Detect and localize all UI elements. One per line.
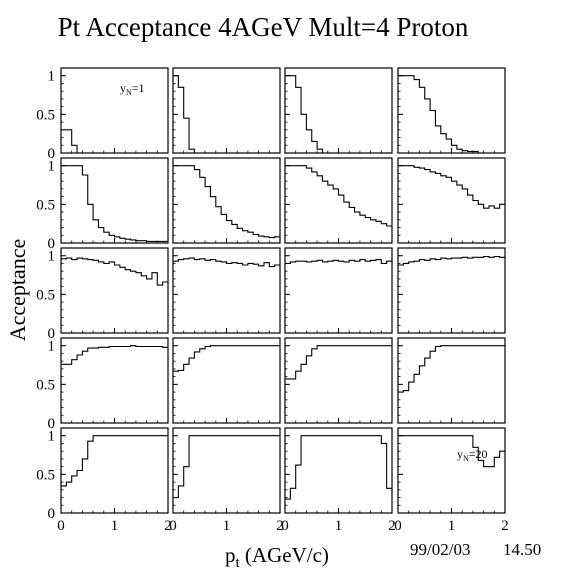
panel-9: 00.51 bbox=[36, 247, 169, 342]
panel-19: 0 1 2 bbox=[281, 427, 396, 534]
panel-frame bbox=[172, 337, 281, 424]
histogram-line bbox=[285, 259, 392, 264]
histogram-line bbox=[61, 165, 168, 242]
y-axis-label: Acceptance bbox=[5, 239, 30, 342]
histogram-line bbox=[398, 165, 505, 209]
histogram-line bbox=[173, 345, 280, 372]
x-tick-label: 1 bbox=[335, 518, 343, 534]
x-axis-label-main: p bbox=[225, 543, 236, 567]
y-tick-label: 0 bbox=[48, 416, 56, 432]
panel-frame bbox=[172, 247, 281, 334]
x-axis-label-rest: (AGeV/c) bbox=[240, 543, 329, 567]
panel-frame bbox=[60, 67, 169, 154]
x-tick-label: 1 bbox=[223, 518, 231, 534]
panel-frame bbox=[60, 337, 169, 424]
histogram-line bbox=[173, 75, 280, 154]
y-tick-label: 0.5 bbox=[36, 467, 55, 483]
x-tick-label: 0 bbox=[394, 518, 402, 534]
histogram-line bbox=[285, 165, 392, 227]
y-tick-label: 0 bbox=[48, 236, 56, 252]
histogram-line bbox=[173, 165, 280, 239]
annotation-sub: N bbox=[463, 454, 469, 463]
panel-frame bbox=[397, 157, 506, 244]
annotation-sub: N bbox=[126, 88, 132, 97]
histogram-line bbox=[61, 257, 168, 286]
chart-title: Pt Acceptance 4AGeV Mult=4 Proton bbox=[58, 12, 469, 42]
histogram-line bbox=[398, 345, 505, 393]
histogram-line bbox=[285, 345, 392, 380]
annotation-rest: =20 bbox=[469, 447, 488, 461]
histogram-line bbox=[398, 255, 505, 266]
histogram-line bbox=[173, 435, 280, 499]
y-tick-label: 1 bbox=[48, 159, 56, 175]
y-tick-label: 1 bbox=[48, 249, 56, 265]
panel-4 bbox=[397, 67, 506, 154]
y-tick-label: 1 bbox=[48, 69, 56, 85]
x-axis-label: pt (AGeV/c) bbox=[225, 543, 329, 571]
x-tick-label: 2 bbox=[276, 518, 284, 534]
panel-annotation: yN=20 bbox=[457, 447, 488, 463]
panel-1: 00.51 bbox=[36, 67, 169, 162]
y-tick-label: 0.5 bbox=[36, 107, 55, 123]
x-tick-label: 0 bbox=[57, 518, 65, 534]
footer-date: 99/02/03 bbox=[410, 540, 470, 559]
panel-7 bbox=[284, 157, 393, 244]
footer-time: 14.50 bbox=[503, 540, 541, 559]
y-tick-label: 0 bbox=[48, 146, 56, 162]
y-tick-label: 0.5 bbox=[36, 287, 55, 303]
panel-frame bbox=[397, 427, 506, 514]
x-tick-label: 1 bbox=[448, 518, 456, 534]
panel-10 bbox=[172, 247, 281, 334]
y-tick-label: 1 bbox=[48, 339, 56, 355]
panel-17: 0 0.5 1 0 1 2 bbox=[36, 427, 172, 534]
annotation-main: y bbox=[120, 81, 126, 95]
histogram-line bbox=[173, 257, 280, 268]
histogram-line bbox=[398, 435, 505, 468]
panel-16 bbox=[397, 337, 506, 424]
panel-5: 00.51 bbox=[36, 157, 169, 252]
panel-annotation: yN=1 bbox=[120, 81, 145, 97]
panel-3 bbox=[284, 67, 393, 154]
panel-13: 00.51 bbox=[36, 337, 169, 432]
annotation-rest: =1 bbox=[132, 81, 145, 95]
panel-20: 0 1 2 bbox=[394, 427, 509, 534]
x-tick-label: 1 bbox=[111, 518, 119, 534]
panel-11 bbox=[284, 247, 393, 334]
panel-6 bbox=[172, 157, 281, 244]
panel-frame bbox=[172, 157, 281, 244]
y-tick-label: 0 bbox=[48, 326, 56, 342]
x-tick-label: 0 bbox=[281, 518, 289, 534]
panel-8 bbox=[397, 157, 506, 244]
panel-15 bbox=[284, 337, 393, 424]
x-axis-label-sub: t bbox=[236, 555, 241, 571]
y-tick-label: 1 bbox=[48, 429, 56, 445]
panel-frame bbox=[60, 157, 169, 244]
x-tick-label: 2 bbox=[388, 518, 396, 534]
histogram-line bbox=[61, 345, 168, 365]
histogram-line bbox=[285, 435, 392, 500]
panel-frame bbox=[60, 247, 169, 334]
panel-2 bbox=[172, 67, 281, 154]
x-tick-label: 0 bbox=[169, 518, 177, 534]
histogram-line bbox=[61, 435, 168, 487]
y-tick-label: 0.5 bbox=[36, 197, 55, 213]
histogram-line bbox=[61, 129, 168, 154]
x-tick-label: 2 bbox=[164, 518, 172, 534]
y-tick-label: 0.5 bbox=[36, 377, 55, 393]
panel-14 bbox=[172, 337, 281, 424]
x-tick-label: 2 bbox=[501, 518, 509, 534]
histogram-line bbox=[285, 75, 392, 154]
panel-18: 0 1 2 bbox=[169, 427, 284, 534]
panel-frame bbox=[284, 337, 393, 424]
panel-frame bbox=[284, 157, 393, 244]
annotation-main: y bbox=[457, 447, 463, 461]
panel-12 bbox=[397, 247, 506, 334]
y-tick-label: 0 bbox=[48, 506, 56, 522]
histogram-line bbox=[398, 75, 505, 154]
